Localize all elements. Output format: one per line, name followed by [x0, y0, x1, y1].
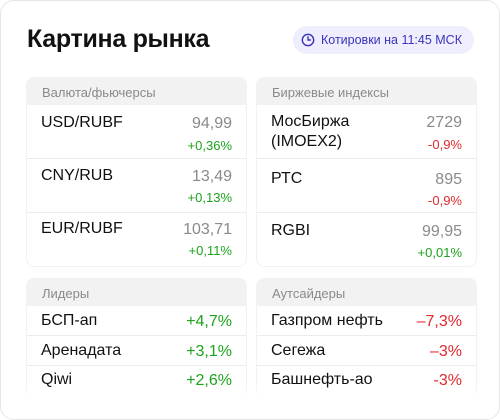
index-row-imoex[interactable]: МосБиржа (IMOEX2) 2729 -0,9% — [257, 105, 476, 159]
outsider-row[interactable]: Газпром нефть –7,3% — [257, 306, 476, 336]
instrument-change: +0,36% — [187, 138, 232, 153]
instrument-value: 94,99 — [191, 115, 232, 132]
leader-row[interactable]: БСП-ап +4,7% — [27, 306, 246, 336]
index-name: МосБиржа — [271, 113, 350, 130]
quotes-time-label: Котировки на 11:45 МСК — [320, 33, 462, 47]
stock-name: Башнефть-ао — [271, 371, 373, 388]
stock-name: Qiwi — [41, 371, 73, 388]
instrument-name: CNY/RUB — [41, 167, 114, 184]
index-name: РТС — [271, 170, 303, 187]
page-title: Картина рынка — [27, 25, 210, 53]
stock-name: БСП-ап — [41, 312, 98, 329]
stock-change: +4,7% — [186, 313, 232, 330]
index-row-rts[interactable]: РТС 895 -0,9% — [257, 159, 476, 213]
instrument-change: +0,13% — [187, 190, 232, 205]
currency-heading: Валюта/фьючерсы — [42, 85, 156, 100]
instrument-name: EUR/RUBF — [41, 220, 123, 237]
indices-heading: Биржевые индексы — [272, 85, 389, 100]
instrument-name: USD/RUBF — [41, 114, 123, 131]
index-ticker: (IMOEX2) — [271, 133, 343, 150]
instrument-value: 13,49 — [191, 168, 232, 185]
stock-name: Сегежа — [271, 342, 326, 359]
currency-row-cny[interactable]: CNY/RUB 13,49 +0,13% — [27, 159, 246, 213]
currency-panel: Валюта/фьючерсы USD/RUBF 94,99 +0,36% CN… — [26, 77, 247, 267]
outsiders-panel: Аутсайдеры Газпром нефть –7,3% Сегежа –3… — [256, 278, 477, 396]
leaders-panel: Лидеры БСП-ап +4,7% Аренадата +3,1% Qiwi… — [26, 278, 247, 396]
index-name: RGBI — [271, 222, 311, 239]
leader-row[interactable]: Аренадата +3,1% — [27, 336, 246, 366]
index-change: +0,01% — [417, 245, 462, 260]
outsiders-heading: Аутсайдеры — [272, 286, 346, 301]
index-change: -0,9% — [428, 193, 462, 208]
quotes-time-badge: Котировки на 11:45 МСК — [292, 26, 474, 54]
index-value: 2729 — [426, 114, 462, 131]
leaders-heading: Лидеры — [42, 286, 90, 301]
stock-name: Аренадата — [41, 342, 122, 359]
outsider-row[interactable]: Башнефть-ао -3% — [257, 366, 476, 396]
instrument-value: 103,71 — [183, 221, 232, 238]
index-value: 895 — [435, 171, 462, 188]
index-change: -0,9% — [428, 137, 462, 152]
stock-change: –7,3% — [416, 313, 462, 330]
clock-icon — [301, 33, 315, 47]
indices-panel: Биржевые индексы МосБиржа (IMOEX2) 2729 … — [256, 77, 477, 267]
stock-change: +2,6% — [186, 372, 232, 389]
currency-row-usd[interactable]: USD/RUBF 94,99 +0,36% — [27, 105, 246, 159]
leader-row[interactable]: Qiwi +2,6% — [27, 366, 246, 396]
index-row-rgbi[interactable]: RGBI 99,95 +0,01% — [257, 213, 476, 266]
instrument-change: +0,11% — [188, 243, 233, 258]
stock-name: Газпром нефть — [271, 312, 383, 329]
stock-change: -3% — [433, 372, 462, 389]
stock-change: –3% — [429, 343, 462, 360]
currency-row-eur[interactable]: EUR/RUBF 103,71 +0,11% — [27, 213, 246, 266]
index-value: 99,95 — [421, 223, 462, 240]
outsider-row[interactable]: Сегежа –3% — [257, 336, 476, 366]
stock-change: +3,1% — [186, 343, 232, 360]
